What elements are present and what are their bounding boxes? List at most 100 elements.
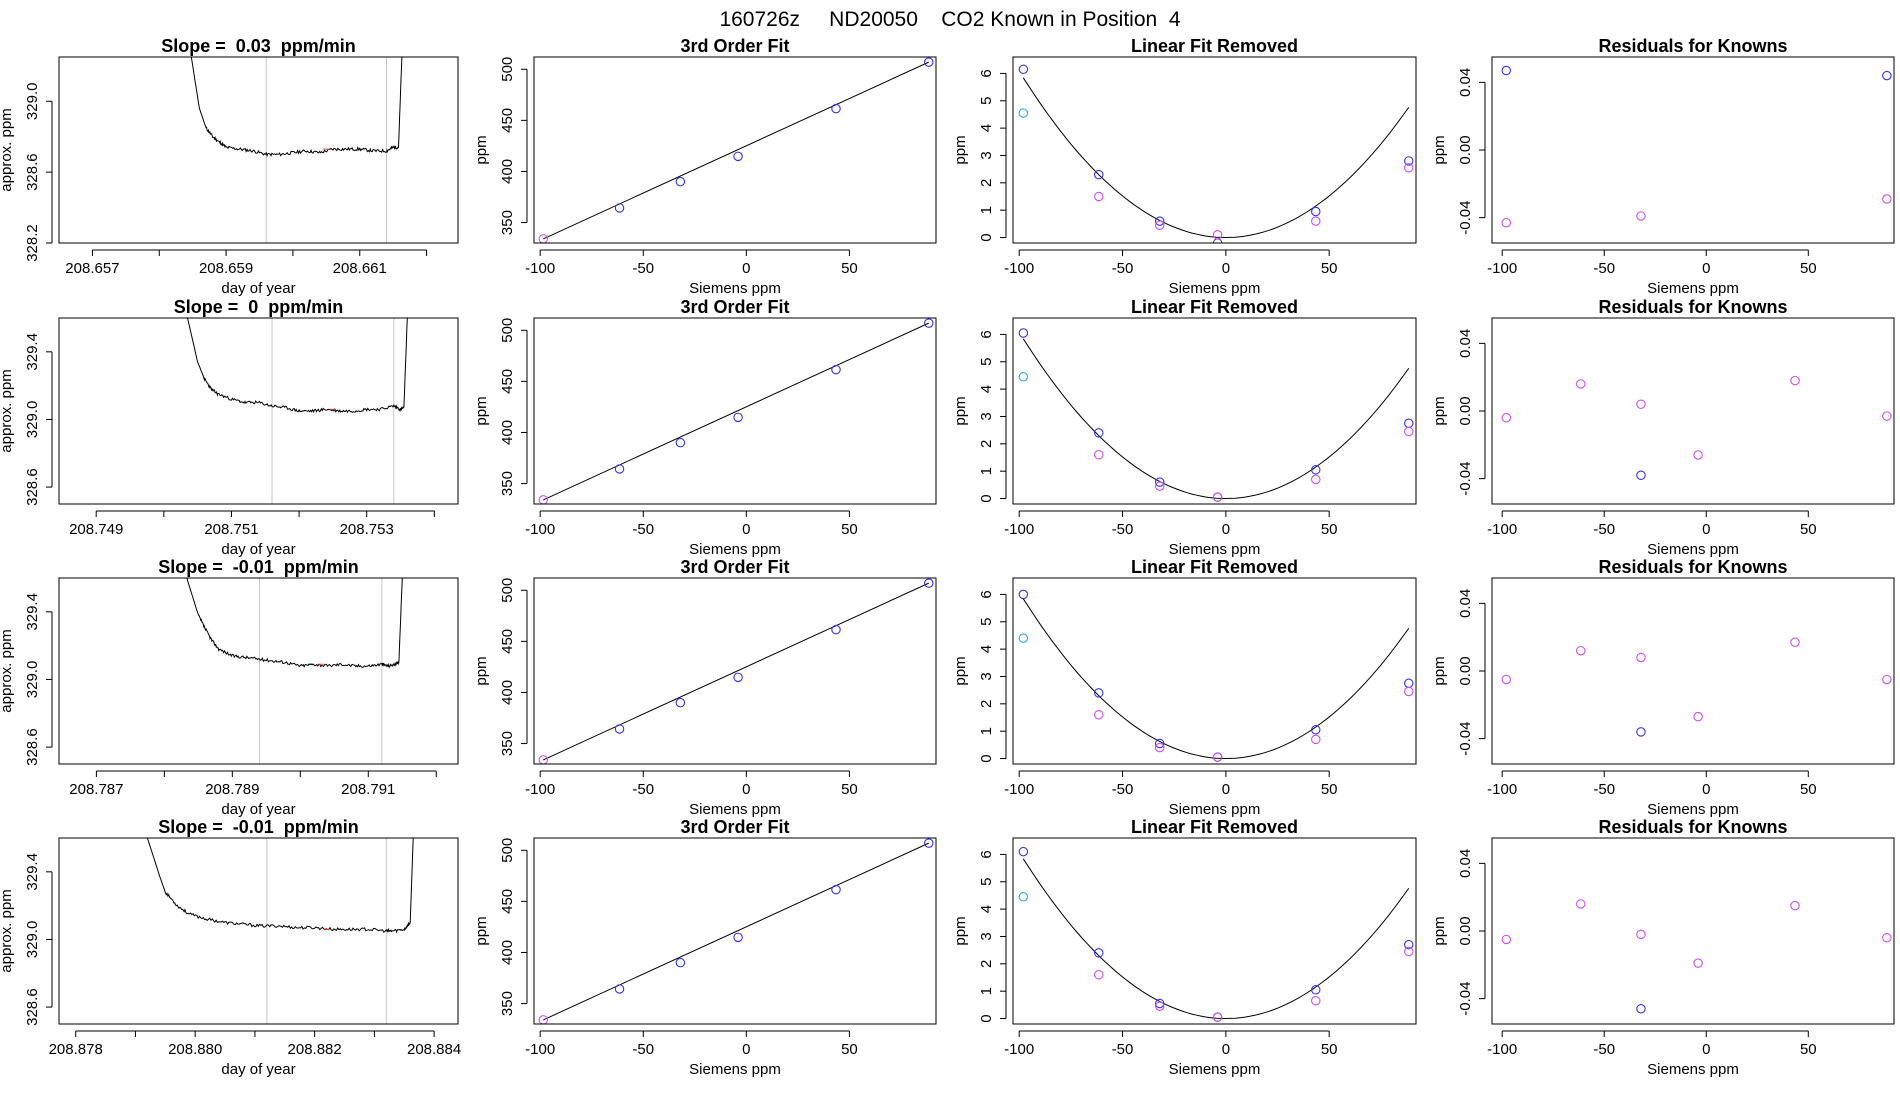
y-tick-label: 450 — [499, 108, 516, 133]
data-point-known — [675, 437, 686, 448]
data-point-known — [614, 464, 625, 474]
data-point-first — [538, 234, 549, 243]
y-tick-label: 328.2 — [24, 224, 41, 262]
trace-row1: Slope = 0.03 ppm/min day of year approx. p… — [0, 36, 459, 297]
x-tick-label: 50 — [1321, 521, 1338, 538]
data-point-raw — [1311, 995, 1321, 1006]
y-tick-label: 0 — [978, 494, 995, 502]
data-point-magenta — [1636, 211, 1646, 221]
linfit-row4-data — [1018, 846, 1414, 1022]
signal-trace — [190, 57, 403, 158]
y-tick-label: 350 — [499, 731, 516, 756]
x-tick-label: 208.753 — [340, 521, 394, 538]
linfit-row3-data — [1018, 589, 1414, 762]
x-tick-label: 0 — [1222, 260, 1230, 277]
trace-row2: Slope = 0 ppm/min day of year approx. ppm 2… — [0, 297, 459, 558]
figure-title: 160726z ND20050 CO2 Known in Position 4 — [719, 8, 1180, 31]
x-axis-label: Siemens ppm — [689, 280, 781, 297]
x-tick-label: 50 — [1800, 260, 1817, 277]
data-point-blue — [1882, 70, 1892, 81]
resid-row1-data — [1501, 65, 1892, 228]
data-point-magenta — [1790, 375, 1800, 386]
y-tick-label: 4 — [978, 385, 995, 393]
x-tick-label: -100 — [525, 1041, 555, 1058]
x-tick-label: -100 — [1004, 1041, 1034, 1058]
data-point-raw — [1404, 946, 1414, 957]
data-point-raw — [1094, 710, 1104, 720]
x-axis-label: Siemens ppm — [1647, 541, 1739, 558]
data-point-raw — [1094, 191, 1104, 202]
panel-title: Slope = 0 ppm/min — [174, 297, 344, 317]
panel-title: 3rd Order Fit — [680, 557, 789, 577]
y-tick-label: 1 — [978, 727, 995, 735]
y-tick-label: 500 — [499, 57, 516, 82]
x-tick-label: -50 — [1593, 781, 1615, 798]
data-point-known — [831, 364, 841, 375]
data-point-known — [733, 151, 743, 162]
data-point-magenta — [1636, 652, 1646, 663]
x-tick-label: 208.880 — [168, 1041, 222, 1058]
x-tick-label: -100 — [1004, 521, 1034, 538]
fit-line — [543, 842, 929, 1021]
data-point-fit — [1311, 465, 1321, 475]
fit-row1-data — [538, 57, 934, 243]
data-point-raw — [1311, 474, 1321, 485]
y-tick-label: 6 — [978, 69, 995, 77]
x-tick-label: 208.884 — [407, 1041, 461, 1058]
panel-title: 3rd Order Fit — [680, 817, 789, 837]
data-point-raw — [1212, 752, 1223, 762]
y-tick-label: 5 — [978, 97, 995, 105]
x-tick-label: 50 — [841, 260, 858, 277]
data-point-magenta — [1576, 379, 1586, 389]
y-tick-label: 329.4 — [24, 853, 41, 891]
x-axis-label: Siemens ppm — [1169, 801, 1261, 818]
y-tick-label: 4 — [978, 645, 995, 653]
panel-title: Linear Fit Removed — [1131, 817, 1298, 837]
plot-frame — [58, 56, 459, 244]
x-axis-label: Siemens ppm — [1169, 280, 1261, 297]
trace-row4: Slope = -0.01 ppm/min day of year approx. … — [0, 817, 461, 1078]
data-point-fit — [1311, 206, 1321, 217]
y-tick-label: 328.6 — [24, 988, 41, 1026]
x-tick-label: -100 — [525, 521, 555, 538]
y-tick-label: 0 — [978, 754, 995, 762]
y-tick-label: 500 — [499, 578, 516, 603]
panel-title: Linear Fit Removed — [1131, 557, 1298, 577]
y-tick-label: 2 — [978, 700, 995, 708]
x-tick-label: -100 — [525, 260, 555, 277]
y-tick-label: 0.00 — [1457, 135, 1474, 164]
y-tick-label: 2 — [978, 440, 995, 448]
fit-line — [543, 322, 929, 501]
plot-frame — [1012, 56, 1417, 244]
data-point-fit — [1404, 156, 1414, 166]
x-tick-label: 50 — [1321, 1041, 1338, 1058]
linfit-row1: Linear Fit Removed Siemens ppm ppm -100 -50 0… — [952, 36, 1417, 297]
x-axis-label: day of year — [221, 801, 295, 818]
data-point-raw — [1212, 492, 1223, 502]
x-tick-label: 0 — [1702, 1041, 1710, 1058]
panel-title: Slope = 0.03 ppm/min — [161, 36, 356, 56]
plot-frame — [533, 577, 937, 765]
y-tick-label: 500 — [499, 318, 516, 343]
data-point-fit — [1154, 738, 1165, 749]
y-tick-label: 3 — [978, 412, 995, 420]
data-point-known — [614, 724, 625, 734]
x-axis-label: Siemens ppm — [1647, 280, 1739, 297]
data-point-blue — [1501, 65, 1512, 76]
x-tick-label: 50 — [841, 521, 858, 538]
x-tick-label: 208.787 — [69, 781, 123, 798]
x-tick-label: 208.791 — [341, 781, 395, 798]
data-point-magenta — [1790, 900, 1800, 911]
plot-frame — [533, 317, 937, 505]
y-tick-label: 0.00 — [1457, 656, 1474, 685]
x-tick-label: 0 — [1222, 521, 1230, 538]
y-tick-label: 350 — [499, 210, 516, 235]
data-point-ref — [1018, 108, 1029, 118]
y-tick-label: 5 — [978, 618, 995, 626]
x-tick-label: -50 — [632, 1041, 654, 1058]
y-axis-label: ppm — [1431, 656, 1448, 685]
y-tick-label: 329.0 — [24, 401, 41, 439]
data-point-magenta — [1501, 934, 1512, 945]
